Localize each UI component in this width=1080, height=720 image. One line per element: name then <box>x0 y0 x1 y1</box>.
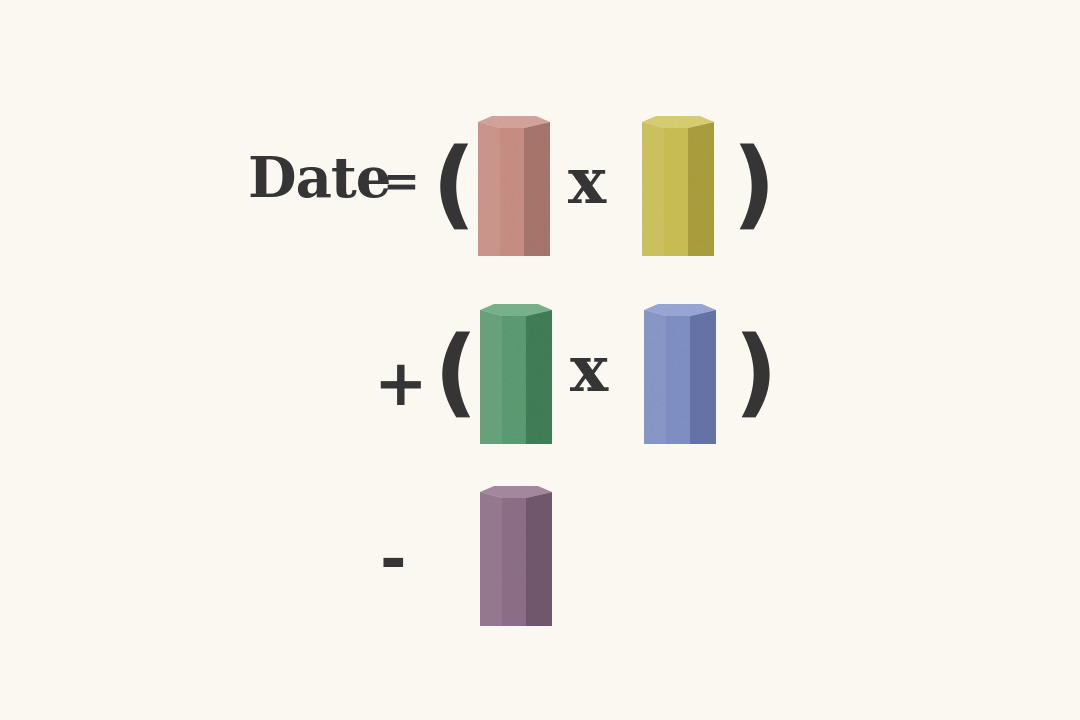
block-4-shape <box>644 304 716 444</box>
open-paren-row-2: ( <box>434 316 478 428</box>
equals-sign: = <box>383 156 420 207</box>
block-1 <box>478 116 550 256</box>
equation-label: Date <box>248 145 391 211</box>
close-paren-row-1: ) <box>732 128 776 240</box>
open-paren-row-1: ( <box>432 128 476 240</box>
close-paren-row-2: ) <box>734 316 778 428</box>
block-2 <box>642 116 714 256</box>
block-4 <box>644 304 716 444</box>
block-1-shape <box>478 116 550 256</box>
times-sign-row-1: x <box>568 144 607 219</box>
plus-sign: + <box>374 347 428 421</box>
block-3 <box>480 304 552 444</box>
times-sign-row-2: x <box>570 332 609 407</box>
block-5 <box>480 486 552 626</box>
block-5-shape <box>480 486 552 626</box>
minus-sign: - <box>380 523 407 597</box>
block-2-shape <box>642 116 714 256</box>
block-3-shape <box>480 304 552 444</box>
